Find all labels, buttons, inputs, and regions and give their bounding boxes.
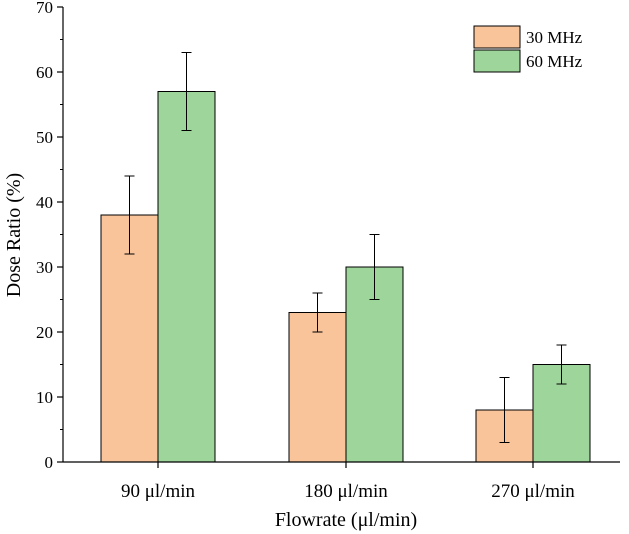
error-bars-layer (124, 52, 567, 443)
y-tick-label: 10 (36, 388, 53, 407)
y-tick-label: 0 (45, 453, 54, 472)
x-axis-title: Flowrate (μl/min) (275, 509, 417, 531)
y-axis-title: Dose Ratio (%) (3, 173, 25, 297)
y-tick-label: 60 (36, 63, 53, 82)
y-tick-label: 50 (36, 128, 53, 147)
bar (100, 214, 159, 463)
bar (157, 91, 216, 463)
bar (288, 312, 347, 463)
y-tick-label: 40 (36, 193, 53, 212)
legend-label: 30 MHz (526, 28, 583, 47)
x-category-label: 90 μl/min (121, 481, 196, 502)
y-tick-label: 70 (36, 0, 53, 17)
y-ticks: 0 10 20 30 40 50 60 70 (36, 0, 63, 472)
legend: 30 MHz 60 MHz (473, 25, 583, 73)
y-tick-label: 20 (36, 323, 53, 342)
y-tick-label: 30 (36, 258, 53, 277)
x-category-label: 180 μl/min (304, 481, 388, 502)
legend-swatch (473, 49, 521, 73)
legend-swatch (473, 25, 521, 49)
x-category-label: 270 μl/min (491, 481, 575, 502)
bars-layer (100, 91, 591, 463)
legend-label: 60 MHz (526, 52, 583, 71)
x-category-labels: 90 μl/min 180 μl/min 270 μl/min (121, 462, 575, 502)
